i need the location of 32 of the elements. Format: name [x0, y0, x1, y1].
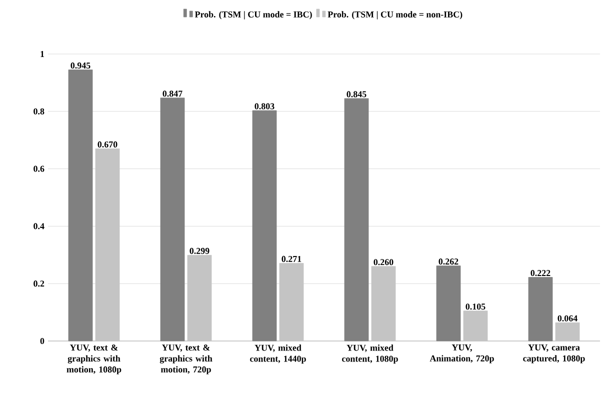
data-label: 0.803	[254, 103, 274, 110]
x-tick-label: YUV, mixed content, 1440p	[250, 344, 306, 364]
data-label: 0.105	[466, 304, 486, 310]
x-tick-label: YUV, mixed content, 1080p	[342, 344, 398, 364]
data-label: 0.945	[70, 62, 90, 69]
data-label: 0.222	[530, 270, 550, 276]
bar	[160, 98, 185, 342]
x-tick-label: YUV, text & graphics with motion, 1080p	[66, 344, 122, 374]
bar	[68, 70, 93, 342]
x-tick-label: YUV, Animation, 720p	[430, 344, 494, 364]
legend-label: Prob. (TSM | CU mode = non-IBC)	[328, 11, 462, 20]
legend-label: Prob. (TSM | CU mode = IBC)	[194, 11, 312, 20]
data-label: 0.064	[558, 315, 578, 322]
data-label: 0.262	[438, 258, 458, 265]
data-label: 0.670	[98, 141, 118, 148]
bar	[436, 266, 461, 342]
data-label: 0.299	[190, 248, 210, 254]
y-tick-label: 0.2	[34, 280, 44, 287]
y-tick-label: 1	[40, 51, 44, 57]
x-tick-label: YUV, camera captured, 1080p	[523, 344, 585, 364]
bar	[344, 98, 369, 342]
data-label: 0.271	[282, 256, 302, 262]
bar	[528, 277, 553, 342]
data-label: 0.845	[346, 91, 366, 98]
x-tick-label: YUV, text & graphics with motion, 720p	[160, 344, 212, 374]
y-tick-label: 0	[40, 338, 44, 344]
bar	[252, 110, 277, 342]
y-tick-label: 0.8	[34, 108, 44, 114]
y-tick-label: 0.4	[34, 223, 44, 230]
data-label: 0.847	[162, 90, 182, 97]
data-label: 0.260	[374, 259, 394, 266]
y-tick-label: 0.6	[34, 166, 44, 172]
